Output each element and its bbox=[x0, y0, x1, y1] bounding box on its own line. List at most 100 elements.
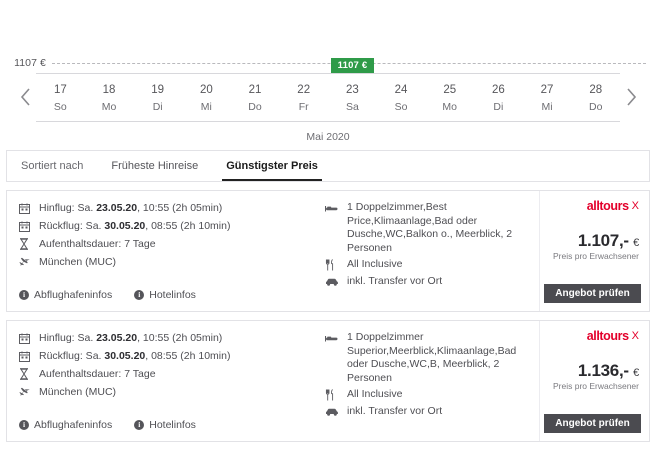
date-number: 27 bbox=[540, 84, 554, 96]
date-number: 22 bbox=[297, 84, 311, 96]
calendar-icon bbox=[19, 349, 39, 363]
date-weekday: Mi bbox=[200, 101, 212, 113]
calendar-icon bbox=[19, 201, 39, 215]
offer-flight-details: Hinflug: Sa. 23.05.20, 10:55 (2h 05min) … bbox=[7, 321, 325, 441]
date-strip: 17 So 18 Mo 19 Di 20 Mi 21 Do 22 Fr bbox=[36, 73, 620, 143]
calendar-month-label: Mai 2020 bbox=[306, 131, 350, 143]
date-cell[interactable]: 26 Di bbox=[474, 82, 523, 115]
date-cell[interactable]: 27 Mi bbox=[523, 82, 572, 115]
departure-airport-info-link[interactable]: i Abflughafeninfos bbox=[19, 419, 112, 431]
date-number: 17 bbox=[53, 84, 67, 96]
prev-dates-button[interactable] bbox=[12, 82, 38, 112]
date-cell[interactable]: 21 Do bbox=[231, 82, 280, 115]
brand-name: alltours bbox=[586, 199, 629, 213]
transfer-row: inkl. Transfer vor Ort bbox=[325, 405, 539, 419]
offer-price-note: Preis pro Erwachsener bbox=[553, 251, 639, 261]
transfer-text: inkl. Transfer vor Ort bbox=[347, 275, 443, 287]
outbound-flight-text: Hinflug: Sa. 23.05.20, 10:55 (2h 05min) bbox=[39, 201, 222, 215]
departure-airport-info-link[interactable]: i Abflughafeninfos bbox=[19, 289, 112, 301]
return-flight-row: Rückflug: Sa. 30.05.20, 08:55 (2h 10min) bbox=[19, 349, 325, 363]
offer-card[interactable]: Hinflug: Sa. 23.05.20, 10:55 (2h 05min) … bbox=[6, 190, 650, 312]
date-cell[interactable]: 25 Mo bbox=[425, 82, 474, 115]
check-offer-button[interactable]: Angebot prüfen bbox=[544, 284, 641, 303]
date-number: 19 bbox=[151, 84, 165, 96]
outbound-prefix: Hinflug: Sa. bbox=[39, 332, 97, 344]
date-cell[interactable]: 24 So bbox=[377, 82, 426, 115]
chevron-right-icon bbox=[625, 87, 638, 107]
date-weekday: Do bbox=[248, 101, 262, 113]
chevron-left-icon bbox=[19, 87, 32, 107]
date-strip-days: 17 So 18 Mo 19 Di 20 Mi 21 Do 22 Fr bbox=[36, 74, 620, 121]
outbound-prefix: Hinflug: Sa. bbox=[39, 202, 97, 214]
hotel-info-link[interactable]: i Hotelinfos bbox=[134, 419, 196, 431]
hotel-info-label: Hotelinfos bbox=[149, 419, 196, 431]
info-icon: i bbox=[19, 420, 29, 430]
outbound-suffix: , 10:55 (2h 05min) bbox=[137, 202, 223, 214]
board-type: All Inclusive bbox=[347, 388, 403, 400]
price-axis-label: 1107 € bbox=[14, 57, 46, 69]
return-date: 30.05.20 bbox=[104, 350, 146, 362]
selected-price-badge[interactable]: 1107 € bbox=[331, 58, 374, 73]
date-number: 20 bbox=[199, 84, 213, 96]
date-cell[interactable]: 22 Fr bbox=[279, 82, 328, 115]
stay-duration-row: Aufenthaltsdauer: 7 Tage bbox=[19, 237, 325, 251]
date-weekday: Sa bbox=[345, 101, 359, 113]
date-number: 24 bbox=[394, 84, 408, 96]
date-strip-bottom-divider bbox=[36, 121, 620, 122]
departure-airport-text: München (MUC) bbox=[39, 386, 117, 398]
return-flight-row: Rückflug: Sa. 30.05.20, 08:55 (2h 10min) bbox=[19, 219, 325, 233]
date-cell[interactable]: 18 Mo bbox=[85, 82, 134, 115]
sort-by-label: Sortiert nach bbox=[21, 160, 84, 172]
offer-price-value: 1.107,- bbox=[577, 231, 629, 250]
return-prefix: Rückflug: Sa. bbox=[39, 350, 105, 362]
offer-card[interactable]: Hinflug: Sa. 23.05.20, 10:55 (2h 05min) … bbox=[6, 320, 650, 442]
departure-airport-row: München (MUC) bbox=[19, 255, 325, 269]
brand-name: alltours bbox=[586, 329, 629, 343]
board-row: All Inclusive bbox=[325, 258, 539, 272]
hourglass-icon bbox=[19, 367, 39, 381]
tab-earliest-departure[interactable]: Früheste Hinreise bbox=[111, 160, 199, 172]
cutlery-icon bbox=[325, 388, 347, 402]
check-offer-button[interactable]: Angebot prüfen bbox=[544, 414, 641, 433]
next-dates-button[interactable] bbox=[618, 82, 644, 112]
date-cell[interactable]: 20 Mi bbox=[182, 82, 231, 115]
date-number: 23 bbox=[345, 84, 359, 96]
return-date: 30.05.20 bbox=[104, 220, 146, 232]
outbound-flight-row: Hinflug: Sa. 23.05.20, 10:55 (2h 05min) bbox=[19, 331, 325, 345]
stay-duration-text: Aufenthaltsdauer: 7 Tage bbox=[39, 238, 156, 250]
offer-hotel-details: 1 Doppelzimmer Superior,Meerblick,Klimaa… bbox=[325, 321, 539, 441]
date-weekday: Mo bbox=[442, 101, 457, 113]
price-axis: 1107 € bbox=[0, 56, 656, 70]
plane-icon bbox=[19, 255, 39, 269]
hotel-info-link[interactable]: i Hotelinfos bbox=[134, 289, 196, 301]
date-cell[interactable]: 19 Di bbox=[133, 82, 182, 115]
date-weekday: Mi bbox=[541, 101, 553, 113]
board-type: All Inclusive bbox=[347, 258, 403, 270]
date-weekday: Di bbox=[493, 101, 504, 113]
offer-price-currency: € bbox=[633, 237, 639, 249]
hourglass-icon bbox=[19, 237, 39, 251]
departure-airport-info-label: Abflughafeninfos bbox=[34, 419, 113, 431]
offer-price-note: Preis pro Erwachsener bbox=[553, 381, 639, 391]
date-cell[interactable]: 17 So bbox=[36, 82, 85, 115]
outbound-date: 23.05.20 bbox=[96, 202, 138, 214]
bed-icon bbox=[325, 331, 347, 345]
brand-x-icon: X bbox=[631, 330, 639, 342]
date-weekday: So bbox=[53, 101, 67, 113]
departure-airport-text: München (MUC) bbox=[39, 256, 117, 268]
date-weekday: Do bbox=[589, 101, 603, 113]
tour-operator-logo: alltours X bbox=[587, 199, 639, 213]
date-cell-selected[interactable]: 23 Sa bbox=[328, 82, 377, 115]
car-icon bbox=[325, 275, 347, 289]
tab-lowest-price[interactable]: Günstigster Preis bbox=[212, 151, 332, 181]
car-icon bbox=[325, 405, 347, 419]
transfer-text: inkl. Transfer vor Ort bbox=[347, 405, 443, 417]
date-number: 26 bbox=[491, 84, 505, 96]
return-suffix: , 08:55 (2h 10min) bbox=[145, 220, 231, 232]
offer-hotel-details: 1 Doppelzimmer,Best Price,Klimaanlage,Ba… bbox=[325, 191, 539, 311]
hotel-info-label: Hotelinfos bbox=[149, 289, 196, 301]
date-cell[interactable]: 28 Do bbox=[571, 82, 620, 115]
return-flight-text: Rückflug: Sa. 30.05.20, 08:55 (2h 10min) bbox=[39, 349, 230, 363]
date-strip-top-divider bbox=[36, 73, 620, 74]
sort-tabbar: Sortiert nach Früheste Hinreise Günstigs… bbox=[6, 150, 650, 182]
